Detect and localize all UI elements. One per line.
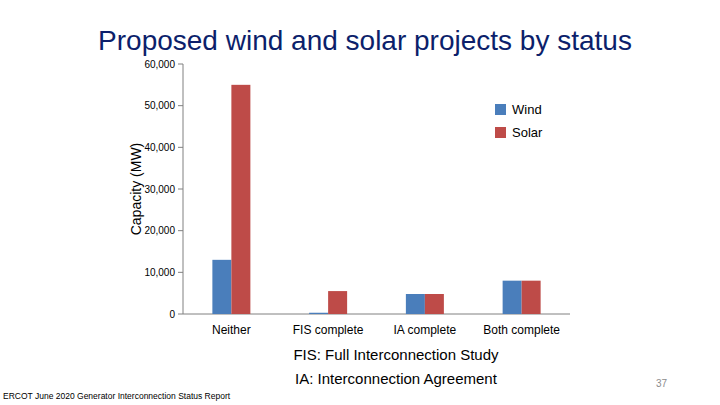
y-tick bbox=[178, 189, 183, 190]
y-tick bbox=[178, 64, 183, 65]
slide: Proposed wind and solar projects by stat… bbox=[0, 0, 720, 405]
y-tick-label: 40,000 bbox=[144, 142, 175, 153]
annotation: FIS: Full Interconnection Study bbox=[293, 346, 499, 363]
y-tick-label: 20,000 bbox=[144, 225, 175, 236]
y-tick-label: 0 bbox=[169, 309, 175, 320]
x-tick-label: Both complete bbox=[483, 323, 560, 337]
bar bbox=[309, 313, 328, 314]
y-tick-label: 10,000 bbox=[144, 267, 175, 278]
legend-label: Wind bbox=[512, 102, 542, 117]
y-tick bbox=[178, 105, 183, 106]
bar bbox=[522, 281, 541, 314]
x-tick-label: IA complete bbox=[394, 323, 457, 337]
y-tick-label: 50,000 bbox=[144, 100, 175, 111]
legend-swatch bbox=[495, 104, 506, 115]
page-number: 37 bbox=[656, 378, 668, 389]
y-tick bbox=[178, 314, 183, 315]
bar bbox=[212, 260, 231, 314]
x-tick-label: Neither bbox=[212, 323, 251, 337]
y-tick-label: 60,000 bbox=[144, 59, 175, 70]
page: {"chart_data": {"type": "bar", "title": … bbox=[0, 0, 720, 405]
y-tick bbox=[178, 272, 183, 273]
bar bbox=[503, 281, 522, 314]
bar bbox=[406, 294, 425, 314]
y-axis bbox=[183, 64, 184, 314]
y-tick bbox=[178, 147, 183, 148]
x-tick-label: FIS complete bbox=[293, 323, 364, 337]
legend-swatch bbox=[495, 127, 506, 138]
y-tick bbox=[178, 230, 183, 231]
y-tick-label: 30,000 bbox=[144, 184, 175, 195]
y-axis-label: Capacity (MW) bbox=[128, 143, 144, 236]
annotation: IA: Interconnection Agreement bbox=[295, 370, 498, 387]
bar bbox=[231, 85, 250, 314]
bar bbox=[328, 291, 347, 314]
source: ERCOT June 2020 Generator Interconnectio… bbox=[3, 391, 231, 401]
legend: Wind Solar bbox=[495, 102, 543, 140]
bars bbox=[212, 85, 540, 314]
bar bbox=[425, 294, 444, 314]
legend-label: Solar bbox=[512, 125, 543, 140]
title: Proposed wind and solar projects by stat… bbox=[98, 25, 632, 56]
